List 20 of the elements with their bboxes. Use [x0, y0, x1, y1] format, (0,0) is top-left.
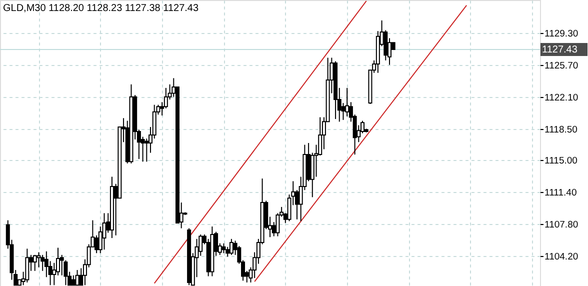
candlestick [71, 274, 76, 286]
y-tick-label: 1122.10 [544, 92, 578, 104]
candlestick [102, 212, 106, 250]
candlestick [226, 246, 230, 258]
y-tick-label: 1118.50 [544, 124, 578, 136]
y-tick-label: 1129.30 [544, 28, 578, 40]
y-tick-label: 1104.20 [544, 251, 578, 262]
y-tick-label: 1107.80 [544, 219, 578, 230]
ref-line-label: 1127.43 [542, 44, 578, 56]
y-tick-label: 1125.70 [544, 60, 578, 72]
candlestick [32, 254, 37, 272]
candlestick [222, 242, 226, 254]
candlestick [94, 234, 99, 254]
y-tick-label: 1111.40 [544, 187, 577, 198]
candlestick [144, 138, 149, 162]
candlestick [36, 252, 41, 268]
chart-title: GLD,M30 1128.20 1128.23 1127.38 1127.43 [3, 3, 199, 14]
candlestick [25, 248, 30, 283]
candlestick [229, 238, 234, 256]
y-tick-label: 1115.00 [544, 155, 578, 166]
